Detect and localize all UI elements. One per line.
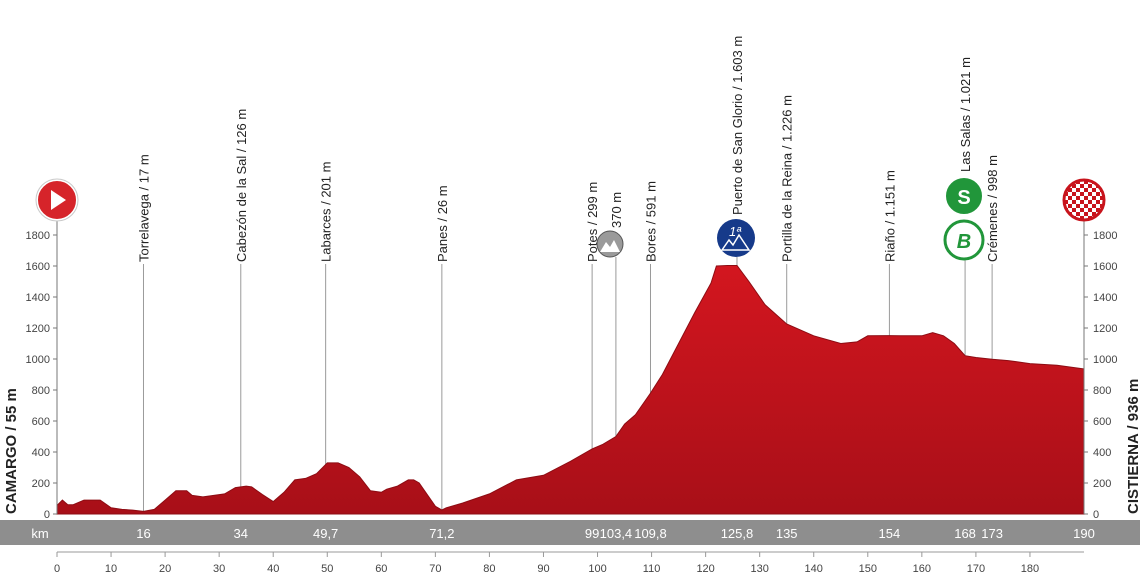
y-tick-label-left: 1800	[26, 230, 50, 242]
poi-label: Crémenes / 998 m	[985, 155, 1000, 262]
y-tick-label-right: 1000	[1093, 354, 1117, 366]
checkered-flag-icon	[1062, 178, 1106, 222]
km-labels: 16 34 49,7 71,2 99 103,4 109,8 125,8 135 154 168 17…	[136, 526, 1095, 541]
x-tick-label: 30	[213, 563, 225, 575]
x-axis: 0 10 20 30 40 50 60 70 80 90 100 110 120 130 140 150 160…	[54, 552, 1039, 575]
y-tick-label-left: 1000	[26, 354, 50, 366]
y-tick-label-right: 800	[1093, 385, 1111, 397]
km-value: 103,4	[600, 526, 633, 541]
y-axis-right: 0 200 400 600 800 1000 1200 1400 1600 1800	[1084, 230, 1117, 521]
start-label: CAMARGO / 55 m	[3, 388, 20, 514]
km-value: 168	[954, 526, 976, 541]
km-strip	[0, 520, 1140, 545]
play-icon	[35, 178, 79, 222]
km-value: 71,2	[429, 526, 454, 541]
x-tick-label: 160	[913, 563, 931, 575]
km-value: 125,8	[721, 526, 754, 541]
y-tick-label-left: 400	[32, 447, 50, 459]
y-tick-label-right: 200	[1093, 478, 1111, 490]
y-tick-label-right: 1800	[1093, 230, 1117, 242]
x-tick-label: 20	[159, 563, 171, 575]
bonus-letter: B	[957, 231, 971, 253]
sprint-letter: S	[957, 187, 970, 209]
y-tick-label-left: 1400	[26, 292, 50, 304]
x-tick-label: 110	[643, 563, 661, 575]
km-strip-label: km	[31, 526, 48, 541]
elevation-profile-area	[56, 265, 1085, 515]
x-tick-label: 180	[1021, 563, 1039, 575]
km-value: 135	[776, 526, 798, 541]
poi-label: 370 m	[609, 192, 624, 228]
poi-label: Portilla de la Reina / 1.226 m	[780, 95, 795, 262]
x-tick-label: 40	[267, 563, 279, 575]
x-tick-label: 0	[54, 563, 60, 575]
poi-label: Torrelavega / 17 m	[137, 154, 152, 262]
y-tick-label-left: 1200	[26, 323, 50, 335]
x-tick-label: 60	[375, 563, 387, 575]
y-tick-label-left: 600	[32, 416, 50, 428]
km-value: 16	[136, 526, 150, 541]
km-value: 49,7	[313, 526, 338, 541]
poi-labels: Torrelavega / 17 m Cabezón de la Sal / 12…	[137, 36, 1001, 262]
y-tick-label-left: 1600	[26, 261, 50, 273]
x-tick-label: 120	[696, 563, 714, 575]
bonus-icon: B	[943, 219, 985, 261]
poi-label: Riaño / 1.151 m	[882, 170, 897, 262]
x-tick-label: 80	[483, 563, 495, 575]
finish-label: CISTIERNA / 936 m	[1125, 379, 1140, 514]
y-tick-label-left: 800	[32, 385, 50, 397]
y-tick-label-left: 200	[32, 478, 50, 490]
km-value: 173	[981, 526, 1003, 541]
y-tick-label-right: 0	[1093, 509, 1099, 521]
sprint-icon: S	[944, 176, 984, 216]
poi-label: Panes / 26 m	[435, 185, 450, 262]
x-tick-label: 130	[751, 563, 769, 575]
km-value: 109,8	[634, 526, 667, 541]
x-tick-label: 140	[805, 563, 823, 575]
km-value: 154	[879, 526, 901, 541]
y-tick-label-right: 600	[1093, 416, 1111, 428]
y-tick-label-left: 0	[44, 509, 50, 521]
x-tick-label: 10	[105, 563, 117, 575]
poi-label: Cabezón de la Sal / 126 m	[234, 109, 249, 262]
y-tick-label-right: 1600	[1093, 261, 1117, 273]
km-value: 99	[585, 526, 599, 541]
poi-label: Labarces / 201 m	[319, 162, 334, 262]
poi-label: Puerto de San Glorio / 1.603 m	[730, 36, 745, 215]
y-axis-left: 0 200 400 600 800 1000 1200 1400 1600 1800	[26, 230, 57, 521]
poi-label: Bores / 591 m	[644, 181, 659, 262]
x-tick-label: 150	[859, 563, 877, 575]
x-tick-label: 170	[967, 563, 985, 575]
poi-label: Potes / 299 m	[585, 182, 600, 262]
x-tick-label: 70	[429, 563, 441, 575]
km-value: 34	[234, 526, 248, 541]
x-tick-label: 50	[321, 563, 333, 575]
mountain-icon	[596, 230, 624, 258]
km-value: 190	[1073, 526, 1095, 541]
y-tick-label-right: 1400	[1093, 292, 1117, 304]
mountain-icon: 1ª	[717, 219, 755, 257]
y-tick-label-right: 1200	[1093, 323, 1117, 335]
x-tick-label: 100	[588, 563, 606, 575]
poi-label: Las Salas / 1.021 m	[958, 57, 973, 172]
x-tick-label: 90	[537, 563, 549, 575]
y-tick-label-right: 400	[1093, 447, 1111, 459]
